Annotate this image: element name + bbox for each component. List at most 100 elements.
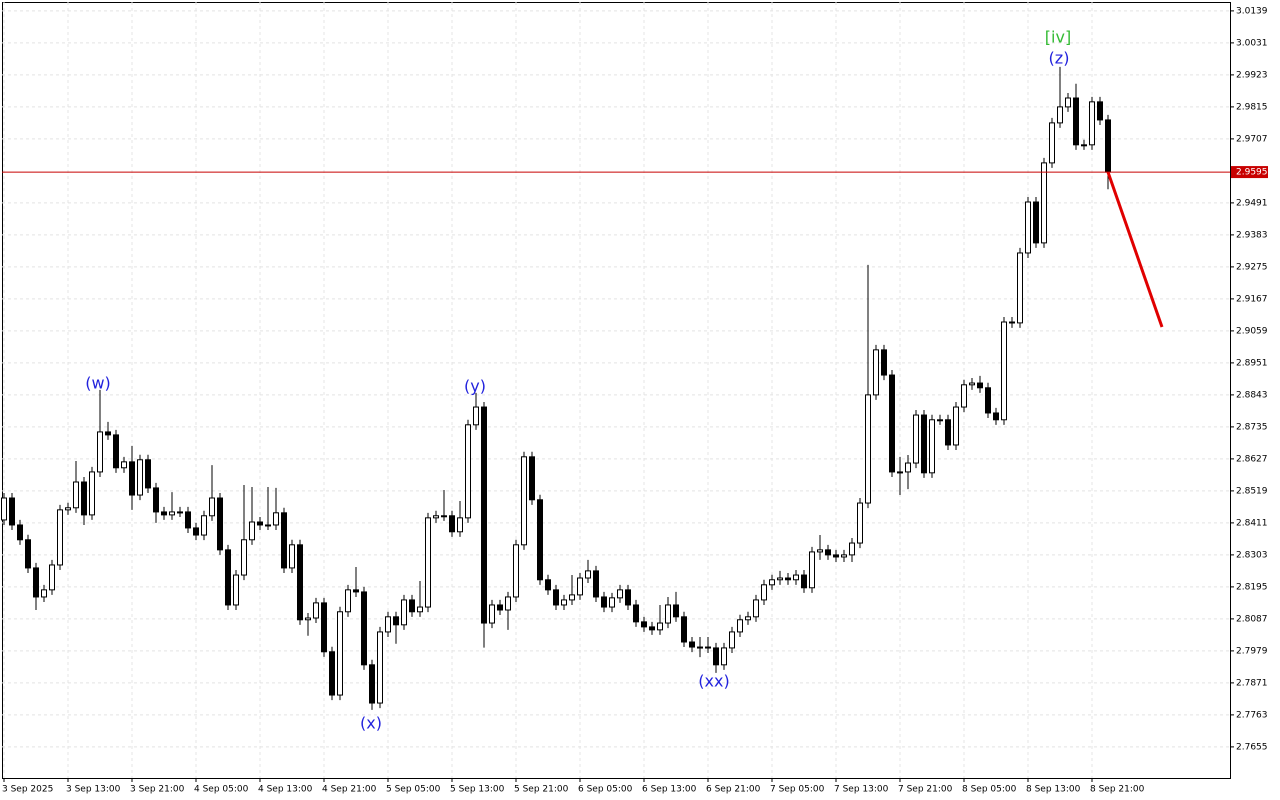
candle-body — [569, 594, 575, 601]
candle-body — [737, 619, 743, 633]
candle-body — [1105, 119, 1111, 173]
candle-body — [1065, 97, 1071, 108]
candle-body — [297, 544, 303, 621]
candle-body — [1033, 201, 1039, 244]
x-tick-label: 3 Sep 2025 — [2, 785, 53, 795]
candle-body — [633, 604, 639, 623]
candle-body — [937, 419, 943, 422]
candle-body — [1049, 122, 1055, 164]
y-tick-label: 2.8519 — [1236, 486, 1268, 496]
candle-body — [369, 664, 375, 704]
y-tick-label: 2.9815 — [1236, 102, 1268, 112]
x-tick-label: 4 Sep 05:00 — [194, 785, 249, 795]
candle-body — [385, 616, 391, 633]
candle-body — [105, 431, 111, 436]
candle-body — [225, 549, 231, 606]
x-tick-label: 3 Sep 21:00 — [130, 785, 185, 795]
candle-body — [673, 604, 679, 618]
candle-body — [361, 591, 367, 666]
candle-body — [921, 414, 927, 474]
candle-body — [865, 394, 871, 504]
candle-body — [585, 570, 591, 579]
x-tick-label: 4 Sep 13:00 — [258, 785, 313, 795]
candle-body — [825, 549, 831, 556]
wave-label: (xx) — [698, 672, 729, 691]
price-label: 2.9595 — [1236, 168, 1268, 178]
candle-body — [129, 461, 135, 496]
candle-body — [1097, 101, 1103, 121]
candle-body — [577, 577, 583, 596]
candle-body — [89, 471, 95, 516]
candle-body — [33, 567, 39, 598]
candle-body — [561, 599, 567, 606]
y-tick-label: 2.7979 — [1236, 646, 1268, 656]
candle-body — [625, 589, 631, 606]
candle-body — [289, 544, 295, 569]
candle-body — [177, 511, 183, 514]
x-tick-label: 7 Sep 13:00 — [834, 785, 889, 795]
candle-body — [873, 349, 879, 396]
candle-body — [713, 647, 719, 666]
candle-body — [721, 647, 727, 666]
candle-body — [345, 589, 351, 613]
x-tick-label: 5 Sep 21:00 — [514, 785, 569, 795]
candle-body — [881, 349, 887, 376]
x-tick-label: 6 Sep 13:00 — [642, 785, 697, 795]
y-tick-label: 2.8627 — [1236, 454, 1268, 464]
candle-body — [953, 406, 959, 446]
y-tick-label: 3.0031 — [1236, 38, 1268, 48]
candle-body — [81, 481, 87, 516]
x-tick-label: 7 Sep 21:00 — [898, 785, 953, 795]
candle-body — [729, 631, 735, 649]
candle-body — [961, 384, 967, 408]
candle-body — [209, 497, 215, 517]
x-tick-label: 5 Sep 05:00 — [386, 785, 441, 795]
candle-body — [913, 414, 919, 464]
candle-body — [977, 382, 983, 389]
candle-body — [97, 431, 103, 473]
y-tick-label: 2.8735 — [1236, 422, 1268, 432]
y-tick-label: 2.9707 — [1236, 134, 1268, 144]
candle-body — [785, 577, 791, 581]
candle-body — [889, 374, 895, 473]
candle-body — [665, 604, 671, 624]
candle-body — [305, 617, 311, 621]
candle-body — [689, 641, 695, 648]
x-tick-label: 8 Sep 05:00 — [962, 785, 1017, 795]
candle-body — [841, 554, 847, 558]
candle-body — [513, 544, 519, 598]
y-tick-label: 2.9383 — [1236, 230, 1268, 240]
candle-body — [705, 646, 711, 649]
candle-body — [441, 515, 447, 518]
price-label-box — [1231, 166, 1268, 179]
x-tick-label: 7 Sep 05:00 — [770, 785, 825, 795]
candle-body — [649, 626, 655, 631]
candle-body — [217, 497, 223, 551]
candle-body — [121, 461, 127, 469]
candle-body — [945, 419, 951, 446]
candle-body — [377, 631, 383, 704]
candle-body — [409, 599, 415, 613]
candle-body — [465, 424, 471, 519]
candle-body — [113, 434, 119, 469]
candle-body — [65, 507, 71, 511]
y-tick-label: 2.9491 — [1236, 198, 1268, 208]
y-tick-label: 2.8087 — [1236, 614, 1268, 624]
candle-body — [73, 481, 79, 509]
candle-body — [505, 596, 511, 611]
candle-body — [433, 515, 439, 519]
candle-body — [521, 456, 527, 546]
candle-body — [273, 512, 279, 526]
candle-body — [153, 487, 159, 513]
y-tick-label: 2.9167 — [1236, 294, 1268, 304]
wave-label: (x) — [360, 714, 382, 733]
candle-body — [929, 419, 935, 474]
candle-body — [417, 606, 423, 613]
candle-body — [233, 574, 239, 606]
candle-body — [857, 502, 863, 544]
y-tick-label: 2.7763 — [1236, 710, 1268, 720]
x-tick-label: 8 Sep 21:00 — [1090, 785, 1145, 795]
candle-body — [353, 589, 359, 593]
candle-body — [1057, 106, 1063, 124]
